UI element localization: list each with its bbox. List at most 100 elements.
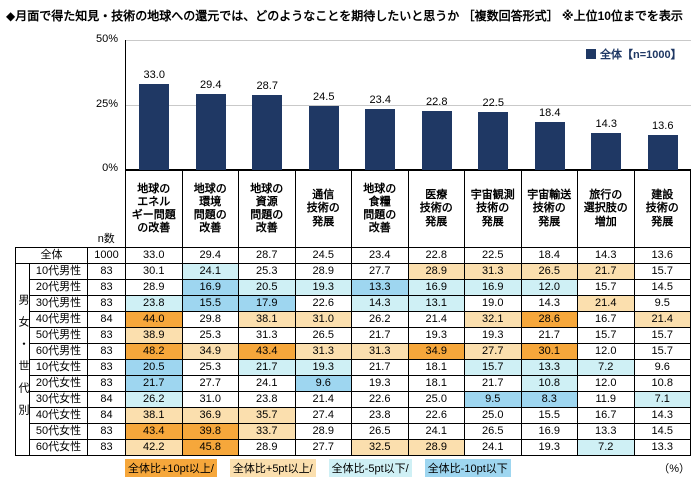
data-cell: 23.8 bbox=[351, 407, 409, 424]
row-label: 20代女性 bbox=[29, 375, 88, 392]
data-cell: 22.6 bbox=[294, 295, 352, 312]
data-cell: 18.1 bbox=[407, 375, 465, 392]
data-cell: 23.8 bbox=[125, 295, 183, 312]
data-cell: 15.7 bbox=[633, 263, 691, 280]
n-value: 83 bbox=[87, 423, 126, 440]
data-cell: 13.3 bbox=[351, 279, 409, 296]
data-cell: 27.4 bbox=[294, 407, 352, 424]
data-cell: 7.2 bbox=[577, 359, 635, 376]
data-cell: 14.5 bbox=[633, 423, 691, 440]
data-cell: 19.3 bbox=[407, 327, 465, 344]
footer-legend: 全体比+10pt以上/全体比+5pt以上/全体比-5pt以下/全体比-10pt以… bbox=[125, 459, 690, 477]
data-cell: 27.7 bbox=[351, 263, 409, 280]
category-header-cell: 地球の エネル ギー問題 の改善 bbox=[125, 170, 183, 248]
data-cell: 24.1 bbox=[464, 439, 522, 456]
bar bbox=[421, 110, 452, 170]
data-cell: 9.6 bbox=[294, 375, 352, 392]
data-cell: 22.6 bbox=[351, 391, 409, 408]
data-cell: 17.9 bbox=[238, 295, 296, 312]
footer-legend-item: 全体比+10pt以上/ bbox=[125, 459, 217, 477]
y-axis-tick-25: 25% bbox=[95, 98, 118, 110]
data-cell: 12.0 bbox=[520, 279, 578, 296]
bar-value-label: 23.4 bbox=[369, 94, 391, 107]
table-row: 30代女性 84 26.2 31.0 23.8 21.4 22.6 25.0 9.5 8.3 11.… bbox=[16, 391, 691, 408]
data-cell: 18.1 bbox=[407, 359, 465, 376]
header-row: n数 地球の エネル ギー問題 の改善 地球の 環境 問題の 改善 地球の 資源 問題… bbox=[15, 170, 691, 248]
table-row-overall: 全体 1000 33.0 29.4 28.7 24.5 23.4 22.8 22.5 18.4 14… bbox=[15, 247, 691, 264]
data-cell: 12.0 bbox=[577, 343, 635, 360]
data-cell: 13.3 bbox=[577, 423, 635, 440]
bar-column: 29.4 bbox=[183, 40, 240, 170]
data-cell: 19.3 bbox=[351, 375, 409, 392]
data-cell: 27.7 bbox=[294, 439, 352, 456]
data-cell: 19.0 bbox=[464, 295, 522, 312]
bar-column: 22.5 bbox=[465, 40, 522, 170]
data-cell: 15.5 bbox=[520, 407, 578, 424]
row-label: 20代男性 bbox=[29, 279, 88, 296]
data-cell: 13.6 bbox=[633, 247, 691, 264]
data-cell: 21.4 bbox=[294, 391, 352, 408]
bar-column: 24.5 bbox=[296, 40, 353, 170]
data-cell: 25.0 bbox=[464, 407, 522, 424]
bar bbox=[647, 134, 678, 170]
bar-column: 18.4 bbox=[522, 40, 579, 170]
data-cell: 20.5 bbox=[125, 359, 183, 376]
data-cell: 26.5 bbox=[520, 263, 578, 280]
data-cell: 32.5 bbox=[351, 439, 409, 456]
bar bbox=[308, 106, 339, 170]
n-value: 83 bbox=[87, 375, 126, 392]
data-cell: 15.7 bbox=[577, 327, 635, 344]
data-cell: 22.5 bbox=[464, 247, 522, 264]
data-cell: 21.7 bbox=[577, 263, 635, 280]
data-cell: 26.5 bbox=[464, 423, 522, 440]
data-cell: 21.4 bbox=[577, 295, 635, 312]
data-cell: 24.1 bbox=[238, 375, 296, 392]
data-cell: 28.9 bbox=[407, 439, 465, 456]
category-header-cell: 通信 技術の 発展 bbox=[294, 170, 352, 248]
data-cell: 23.4 bbox=[351, 247, 409, 264]
data-cell: 24.1 bbox=[181, 263, 239, 280]
data-cell: 25.3 bbox=[181, 327, 239, 344]
data-cell: 18.4 bbox=[520, 247, 578, 264]
data-cell: 31.3 bbox=[238, 327, 296, 344]
bar bbox=[195, 93, 226, 170]
row-label: 30代女性 bbox=[29, 391, 88, 408]
data-cell: 15.7 bbox=[577, 279, 635, 296]
percent-unit-label: （%） bbox=[658, 463, 690, 475]
data-cell: 25.3 bbox=[238, 263, 296, 280]
table-row: 50代男性 83 38.9 25.3 31.3 26.5 21.7 19.3 19.3 21.7 1… bbox=[16, 327, 691, 344]
data-cell: 44.0 bbox=[125, 311, 183, 328]
row-label: 10代男性 bbox=[29, 263, 88, 280]
n-value: 83 bbox=[87, 439, 126, 456]
table-row: 60代男性 83 48.2 34.9 43.4 31.3 31.3 34.9 27.7 30.1 1… bbox=[16, 343, 691, 360]
data-cell: 22.8 bbox=[407, 247, 465, 264]
data-cell: 28.9 bbox=[294, 423, 352, 440]
data-cell: 15.7 bbox=[633, 327, 691, 344]
data-cell: 21.4 bbox=[633, 311, 691, 328]
data-cell: 7.1 bbox=[633, 391, 691, 408]
bar-column: 22.8 bbox=[409, 40, 466, 170]
category-header-cell: 地球の 環境 問題の 改善 bbox=[181, 170, 239, 248]
data-cell: 27.7 bbox=[181, 375, 239, 392]
footer-legend-item: 全体比-5pt以下/ bbox=[328, 459, 412, 477]
data-cell: 21.7 bbox=[464, 375, 522, 392]
bar-column: 33.0 bbox=[126, 40, 183, 170]
data-cell: 33.7 bbox=[238, 423, 296, 440]
table-row: 60代女性 83 42.2 45.8 28.9 27.7 32.5 28.9 24.1 19.3 7… bbox=[16, 439, 691, 456]
n-value: 84 bbox=[87, 391, 126, 408]
data-cell: 16.7 bbox=[577, 311, 635, 328]
data-cell: 13.1 bbox=[407, 295, 465, 312]
category-header-cell: 地球の 食糧 問題の 改善 bbox=[351, 170, 409, 248]
data-cell: 15.5 bbox=[181, 295, 239, 312]
data-cell: 24.1 bbox=[407, 423, 465, 440]
chart-legend: 全体【n=1000】 bbox=[586, 46, 682, 62]
data-cell: 25.0 bbox=[407, 391, 465, 408]
data-cell: 34.9 bbox=[181, 343, 239, 360]
data-cell: 28.9 bbox=[125, 279, 183, 296]
bar bbox=[534, 122, 565, 170]
data-cell: 16.9 bbox=[520, 423, 578, 440]
data-cell: 22.6 bbox=[407, 407, 465, 424]
table-row: 男女・世代別 10代男性 83 30.1 24.1 25.3 28.9 27.7 28.9 31.… bbox=[15, 263, 691, 456]
bar-value-label: 18.4 bbox=[539, 107, 561, 120]
data-cell: 38.9 bbox=[125, 327, 183, 344]
